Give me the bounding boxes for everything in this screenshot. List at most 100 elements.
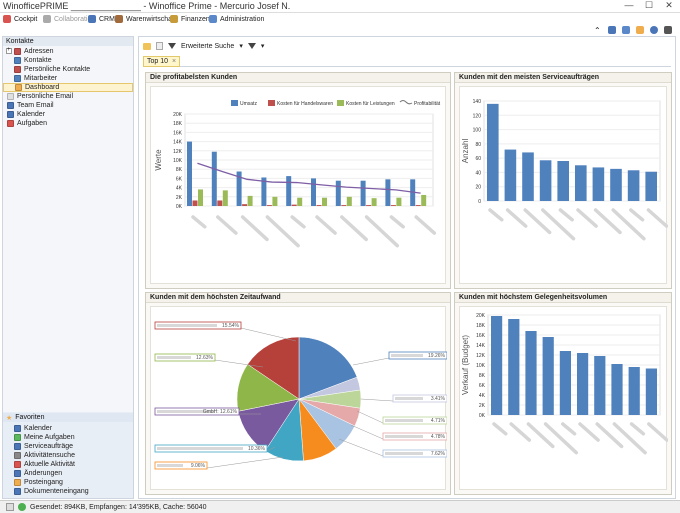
x-tick-label	[523, 208, 552, 235]
x-tick-label	[240, 215, 269, 242]
menu-item-4[interactable]: Finanzen	[170, 14, 210, 24]
sidebar-item-label: Serviceaufträge	[24, 443, 74, 450]
pie-slice	[298, 336, 358, 400]
sidebar-item[interactable]: Kalender	[3, 424, 133, 433]
pie-label: 7.62%	[431, 451, 446, 457]
leader-line	[360, 398, 394, 402]
page-icon[interactable]	[156, 42, 163, 50]
menu-item-3[interactable]: Warenwirtschaft	[115, 14, 176, 24]
sidebar-item[interactable]: + Adressen	[3, 47, 133, 56]
bar	[611, 364, 623, 415]
sidebar-item[interactable]: Posteingang	[3, 478, 133, 487]
y-tick-label: 18K	[173, 121, 183, 127]
menu-item-1[interactable]: Collaboration	[43, 14, 95, 24]
menu-label: Administration	[220, 15, 265, 23]
window-title: WinofficePRIME ______________ - Winoffic…	[3, 1, 291, 11]
item-icon	[14, 48, 21, 55]
y-tick-label: 8K	[176, 167, 183, 173]
main-toolbar: Erweiterte Suche ▾ ▾	[143, 40, 264, 52]
item-icon	[14, 452, 21, 459]
blurred-name	[157, 356, 191, 359]
help-icon[interactable]	[650, 26, 658, 34]
blurred-name	[157, 410, 215, 413]
save-icon[interactable]	[608, 26, 616, 34]
bar	[261, 177, 267, 206]
bar	[242, 204, 248, 206]
sidebar-item-label: Persönliche Kontakte	[24, 66, 91, 73]
sidebar-item[interactable]: Dashboard	[3, 83, 133, 92]
item-icon	[14, 66, 21, 73]
sidebar-item[interactable]: Team Email	[3, 101, 133, 110]
menu-item-0[interactable]: Cockpit	[3, 14, 37, 24]
item-icon	[14, 461, 21, 468]
item-icon	[14, 488, 21, 495]
x-tick-label	[191, 215, 207, 229]
sidebar-item-label: Kontakte	[24, 57, 52, 64]
y-tick-label: 10K	[173, 158, 183, 164]
sidebar: Kontakte + Adressen Kontakte Persönliche Kon…	[2, 36, 134, 499]
filter-menu-icon[interactable]	[247, 43, 256, 49]
advanced-search-button[interactable]: Erweiterte Suche	[181, 42, 235, 50]
sidebar-item[interactable]: Persönliche Kontakte	[3, 65, 133, 74]
sidebar-item[interactable]: Persönliche Email	[3, 92, 133, 101]
y-tick-label: 4K	[479, 393, 486, 399]
expand-icon[interactable]	[6, 48, 12, 54]
sidebar-group[interactable]: Kontakte	[3, 37, 133, 46]
bell-icon[interactable]	[636, 26, 644, 34]
pie-label: 12.63%	[196, 355, 214, 361]
y-tick-label: 14K	[173, 140, 183, 146]
maximize-button[interactable]: ☐	[644, 0, 654, 10]
menu-label: Cockpit	[14, 15, 38, 23]
chevron-down-icon[interactable]: ▾	[239, 43, 243, 50]
menu-icon	[3, 15, 11, 23]
sidebar-item[interactable]: Serviceaufträge	[3, 442, 133, 451]
tab-top10[interactable]: Top 10 ×	[143, 56, 181, 67]
connection-icon	[18, 503, 26, 511]
y-tick-label: 2K	[479, 403, 486, 409]
favorites-header[interactable]: ★ Favoriten	[3, 413, 133, 422]
star-icon: ★	[6, 414, 13, 422]
chevron-down-icon[interactable]: ▾	[260, 43, 265, 50]
x-tick-label	[541, 208, 576, 241]
sidebar-item[interactable]: Änderungen	[3, 469, 133, 478]
sidebar-item-label: Persönliche Email	[17, 93, 74, 100]
close-icon[interactable]: ×	[172, 58, 177, 65]
sidebar-item[interactable]: Kontakte	[3, 56, 133, 65]
bar	[247, 195, 253, 206]
sidebar-item[interactable]: Kalender	[3, 110, 133, 119]
bar	[645, 171, 657, 201]
panel-service: Kunden mit den meisten Serviceaufträgen …	[454, 72, 672, 289]
sidebar-item-label: Kalender	[17, 111, 46, 118]
pie-label: 4.78%	[431, 434, 446, 440]
sidebar-item[interactable]: Mitarbeiter	[3, 74, 133, 83]
settings-icon[interactable]	[664, 26, 672, 34]
bar	[341, 205, 347, 206]
bar	[385, 179, 391, 206]
sidebar-item[interactable]: Aktivitätensuche	[3, 451, 133, 460]
profitability-line	[197, 162, 421, 194]
blurred-name	[391, 354, 423, 357]
bar	[508, 319, 520, 415]
minimize-button[interactable]: —	[624, 0, 634, 10]
folder-icon[interactable]	[143, 42, 151, 50]
sidebar-item[interactable]: Meine Aufgaben	[3, 433, 133, 442]
chevron-up-icon[interactable]: ⌃	[594, 26, 601, 35]
pie-label: 4.71%	[431, 418, 446, 424]
profitable-chart: 0K 2K 4K 6K 8K 10K 12K 14K 16K 18K 20K Werte Umsatz K…	[154, 100, 441, 248]
leader-line	[352, 357, 390, 366]
menu-item-2[interactable]: CRM	[88, 14, 115, 24]
item-icon	[15, 84, 22, 91]
sidebar-item[interactable]: Dokumenteneingang	[3, 487, 133, 496]
menu-item-5[interactable]: Administration	[209, 14, 264, 24]
bar	[272, 196, 278, 206]
pie-label: 10.36%	[248, 446, 266, 452]
close-button[interactable]: ✕	[665, 0, 673, 10]
filter-icon[interactable]	[168, 43, 176, 49]
y-axis-label: Verkauf (Budget)	[461, 335, 470, 395]
sidebar-item[interactable]: Aufgaben	[3, 119, 133, 128]
sidebar-item[interactable]: Aktuelle Aktivität	[3, 460, 133, 469]
panel-title: Kunden mit höchstem Gelegenheitsvolumen	[455, 293, 671, 303]
legend-line	[399, 100, 413, 105]
bar	[187, 141, 192, 206]
link-icon[interactable]	[622, 26, 630, 34]
